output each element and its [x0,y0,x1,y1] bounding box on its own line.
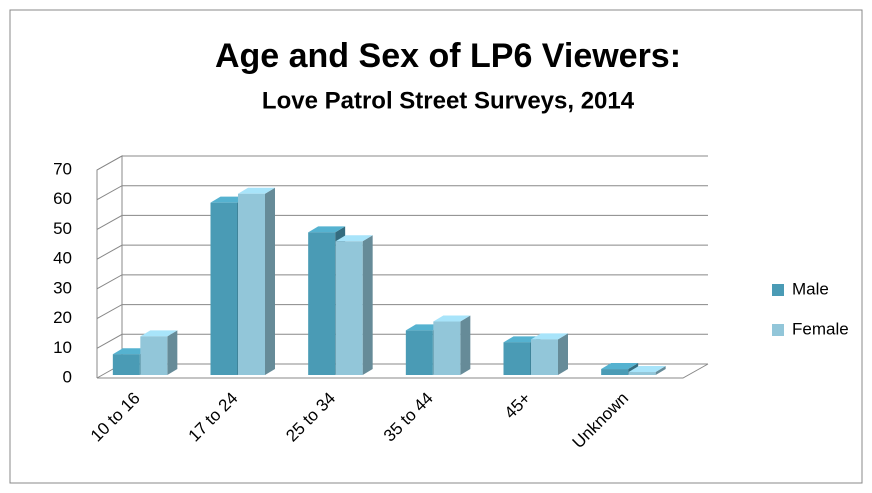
chart-frame [9,9,863,484]
bar-top [433,315,471,322]
grid-line [96,214,708,230]
chart-subtitle: Love Patrol Street Surveys, 2014 [262,87,635,114]
bar-top [628,366,666,373]
legend-label: Female [792,319,849,338]
bar [140,336,168,375]
bar [628,372,656,375]
y-tick-label: 70 [53,159,72,178]
floor [97,363,709,379]
bar-top [308,226,346,233]
chart-title: Age and Sex of LP6 Viewers: [215,37,681,75]
bar-top [140,330,178,337]
grid-line [96,304,708,320]
bar [238,193,265,375]
bar-top [531,333,568,340]
y-tick-label: 50 [53,219,72,238]
y-tick-label: 20 [53,308,72,327]
grid-line [96,185,708,201]
bar [503,342,531,375]
legend-swatch [772,324,784,336]
bar [405,330,433,375]
bar [308,232,336,375]
bar-side [167,330,178,375]
legend-swatch [772,284,784,296]
bar-top [335,235,373,242]
bar [601,369,629,375]
bar [335,241,363,375]
grid-line [96,244,708,260]
bar-side [655,366,666,375]
legend-label: Male [792,279,829,298]
bar [112,354,140,375]
bar-side [558,333,568,375]
bar [531,339,558,375]
bar-top [601,363,639,370]
bar [210,202,238,375]
y-tick-label: 40 [53,249,72,268]
grid-line [96,333,708,349]
bar-side [460,315,471,375]
bar [433,321,461,375]
grid-line [96,274,708,290]
y-tick-label: 60 [53,189,72,208]
bar-side [362,235,373,375]
bar-top [238,187,275,194]
bar-side [265,187,275,375]
grid-line [96,155,708,171]
y-tick-label: 0 [63,367,72,386]
y-tick-label: 30 [53,278,72,297]
y-tick-label: 10 [53,338,72,357]
